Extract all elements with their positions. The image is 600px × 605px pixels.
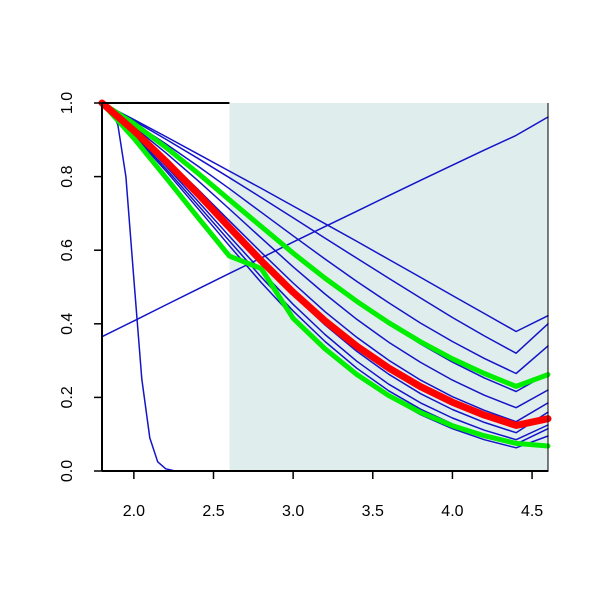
x-tick-label: 3.5 — [362, 503, 384, 520]
series-line-12 — [99, 100, 551, 389]
series-line-3 — [101, 102, 549, 375]
y-tick-label: 0.6 — [59, 239, 76, 261]
y-tick-label: 0.4 — [59, 313, 76, 335]
y-axis-ticks: 0.0 0.2 0.4 0.6 0.8 1.0 — [59, 92, 102, 482]
y-tick-label: 0.8 — [59, 165, 76, 187]
x-tick-label: 3.0 — [282, 503, 304, 520]
series-line-1 — [101, 102, 549, 333]
x-tick-label: 2.5 — [202, 503, 224, 520]
y-tick-label: 0.0 — [59, 460, 76, 482]
x-tick-label: 4.0 — [441, 503, 463, 520]
axes-layer — [101, 102, 549, 472]
series-line-5 — [101, 102, 549, 409]
series-line-2 — [101, 102, 549, 354]
series-line-14 — [99, 100, 551, 449]
series-line-13 — [98, 99, 552, 429]
y-tick-label: 1.0 — [59, 92, 76, 114]
x-tick-label: 4.5 — [521, 503, 543, 520]
series-line-8 — [101, 102, 549, 441]
shaded-region-layer — [229, 103, 548, 471]
x-tick-label: 2.0 — [123, 503, 145, 520]
y-tick-label: 0.2 — [59, 386, 76, 408]
shaded-region — [229, 103, 548, 471]
series-layer — [98, 99, 552, 472]
series-line-11 — [101, 116, 549, 338]
x-axis-ticks: 2.0 2.5 3.0 3.5 4.0 4.5 — [123, 471, 543, 520]
